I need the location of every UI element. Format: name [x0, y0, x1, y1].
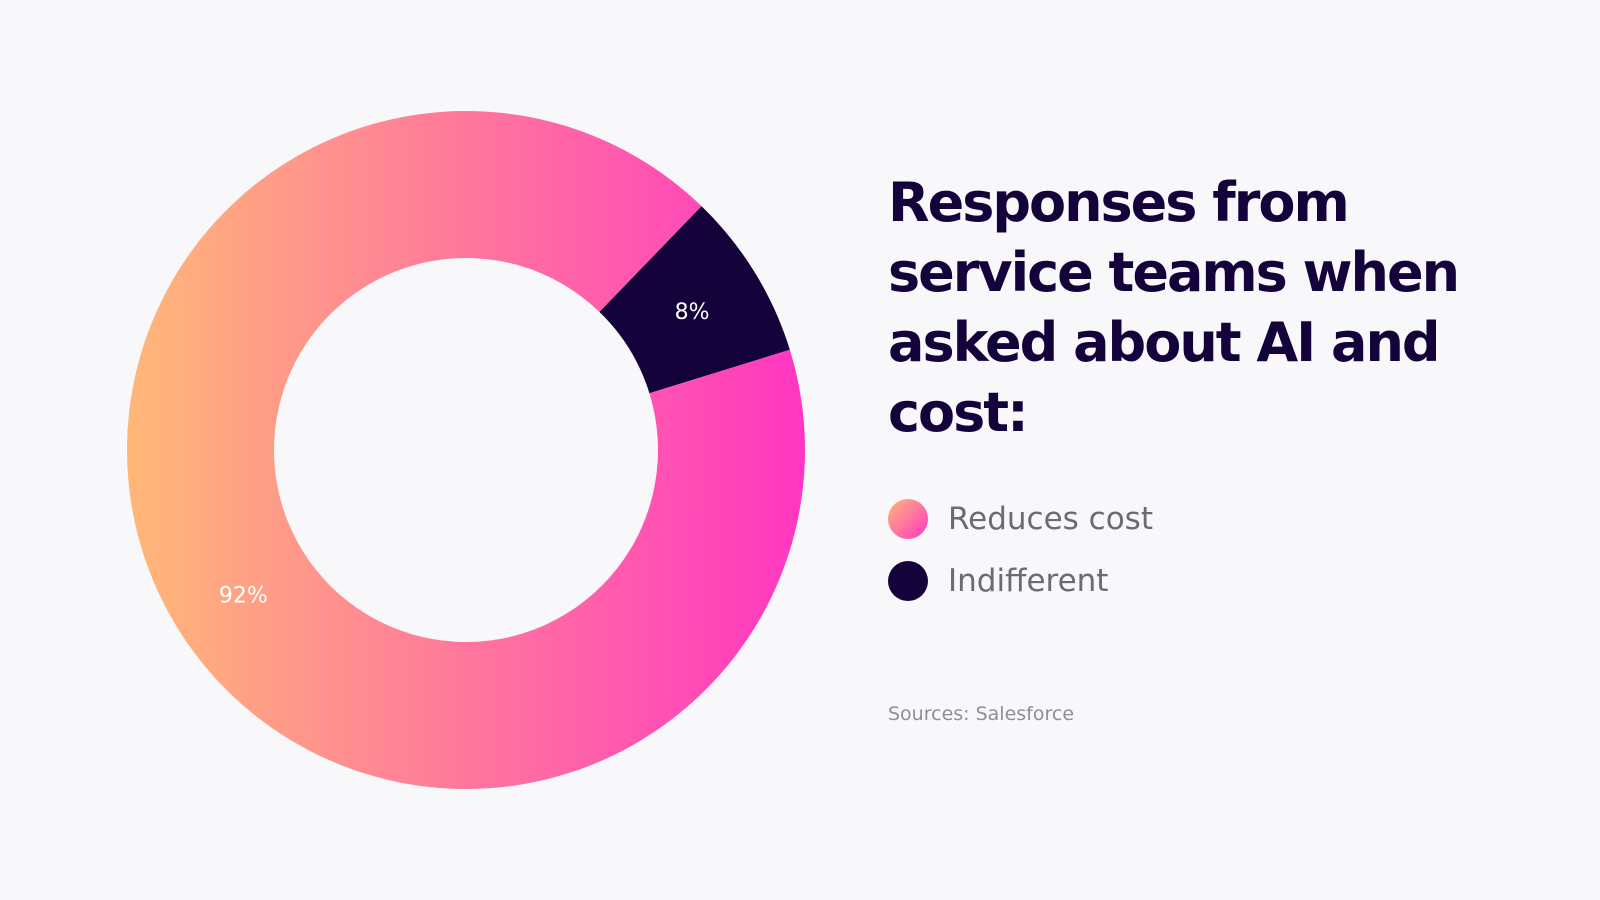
- legend-item-reduces-cost: Reduces cost: [888, 488, 1153, 550]
- legend-item-indifferent: Indifferent: [888, 550, 1153, 612]
- legend-swatch-indifferent: [888, 561, 928, 601]
- chart-legend: Reduces cost Indifferent: [888, 488, 1153, 612]
- donut-slice-indifferent: [599, 206, 790, 394]
- legend-label-reduces-cost: Reduces cost: [948, 501, 1153, 537]
- donut-chart-svg: 8% 92%: [126, 110, 805, 789]
- donut-slice-reduces-cost: [126, 110, 805, 789]
- slice-label-reduces-cost: 92%: [219, 584, 268, 609]
- legend-swatch-reduces-cost: [888, 499, 928, 539]
- donut-chart: 8% 92%: [126, 110, 805, 789]
- source-note: Sources: Salesforce: [888, 703, 1075, 725]
- slice-label-indifferent: 8%: [675, 300, 710, 325]
- chart-title: Responses from service teams when asked …: [888, 171, 1460, 444]
- legend-label-indifferent: Indifferent: [948, 563, 1109, 599]
